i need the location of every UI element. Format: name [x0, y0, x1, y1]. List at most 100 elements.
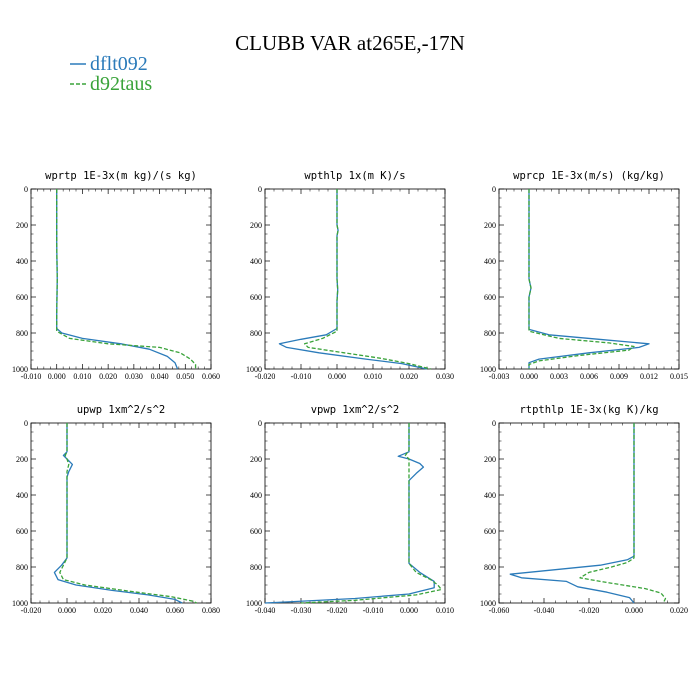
x-tick-label: 0.020 [400, 372, 418, 381]
x-tick-label: 0.080 [202, 606, 220, 615]
x-tick-label: -0.020 [579, 606, 600, 615]
y-tick-label: 600 [16, 527, 28, 536]
legend: dflt092 d92taus [70, 53, 152, 95]
y-tick-label: 200 [484, 455, 496, 464]
x-tick-label: -0.020 [255, 372, 276, 381]
y-tick-label: 800 [484, 563, 496, 572]
x-tick-label: 0.010 [364, 372, 382, 381]
y-tick-label: 600 [16, 293, 28, 302]
series-line-dflt092 [509, 423, 635, 604]
panel-5: vpwp 1xm^2/s^2 -0.040 -0.030 -0.020 -0.010 0.… [246, 404, 454, 615]
y-tick-label: 400 [16, 257, 28, 266]
figure-title: CLUBB VAR at265E,-17N [235, 31, 465, 55]
series-line-dflt092 [53, 423, 183, 604]
series-line-d92taus [579, 423, 667, 604]
panel-1: wprtp 1E-3x(m kg)/(s kg) -0.010 0.000 0.010… [12, 170, 220, 381]
series-line-d92taus [528, 189, 635, 369]
x-tick-label: 0.020 [94, 606, 112, 615]
x-tick-label: -0.003 [489, 372, 510, 381]
x-tick-label: -0.030 [291, 606, 312, 615]
x-tick-label: -0.060 [489, 606, 510, 615]
legend-label-d92taus: d92taus [90, 73, 152, 95]
y-tick-label: 0 [492, 419, 496, 428]
y-tick-label: 600 [250, 527, 262, 536]
series-line-d92taus [56, 189, 197, 369]
panel-3: wprcp 1E-3x(m/s) (kg/kg) -0.003 0.000 0.003… [480, 170, 688, 381]
y-tick-label: 1000 [12, 599, 28, 608]
x-tick-label: 0.003 [550, 372, 568, 381]
x-tick-label: 0.000 [625, 606, 643, 615]
series-line-d92taus [59, 423, 197, 604]
x-tick-label: -0.010 [21, 372, 42, 381]
y-tick-label: 400 [484, 257, 496, 266]
series-line-d92taus [300, 423, 443, 604]
y-tick-label: 600 [250, 293, 262, 302]
y-tick-label: 0 [24, 419, 28, 428]
y-tick-label: 200 [484, 221, 496, 230]
y-tick-label: 0 [258, 185, 262, 194]
panel-6: rtpthlp 1E-3x(kg K)/kg -0.060 -0.040 -0.020… [480, 404, 688, 615]
y-tick-label: 600 [484, 527, 496, 536]
x-tick-label: 0.010 [73, 372, 91, 381]
x-tick-label: 0.009 [610, 372, 628, 381]
x-tick-label: 0.015 [670, 372, 688, 381]
x-tick-label: 0.050 [176, 372, 194, 381]
x-tick-label: 0.020 [99, 372, 117, 381]
panel-4: upwp 1xm^2/s^2 -0.020 0.000 0.020 0.040 0.060… [12, 404, 220, 615]
x-tick-label: -0.020 [21, 606, 42, 615]
y-tick-label: 1000 [246, 599, 262, 608]
y-tick-label: 200 [250, 221, 262, 230]
series-line-dflt092 [264, 423, 435, 604]
x-tick-label: 0.020 [670, 606, 688, 615]
x-tick-label: 0.006 [580, 372, 598, 381]
y-tick-label: 1000 [12, 365, 28, 374]
y-tick-label: 400 [250, 257, 262, 266]
x-tick-label: -0.040 [255, 606, 276, 615]
legend-label-dflt092: dflt092 [90, 53, 148, 75]
x-tick-label: 0.040 [130, 606, 148, 615]
x-tick-label: 0.000 [400, 606, 418, 615]
x-tick-label: 0.060 [166, 606, 184, 615]
x-tick-label: 0.000 [520, 372, 538, 381]
y-tick-label: 800 [250, 563, 262, 572]
x-tick-label: 0.030 [125, 372, 143, 381]
panel-title: wprcp 1E-3x(m/s) (kg/kg) [513, 170, 665, 182]
y-tick-label: 800 [16, 329, 28, 338]
y-tick-label: 800 [16, 563, 28, 572]
y-tick-label: 600 [484, 293, 496, 302]
panel-title: wpthlp 1x(m K)/s [304, 170, 405, 182]
x-tick-label: 0.060 [202, 372, 220, 381]
x-tick-label: 0.000 [58, 606, 76, 615]
x-tick-label: -0.040 [534, 606, 555, 615]
series-line-d92taus [303, 189, 431, 370]
y-tick-label: 0 [492, 185, 496, 194]
y-tick-label: 800 [250, 329, 262, 338]
panel-title: rtpthlp 1E-3x(kg K)/kg [519, 404, 658, 416]
y-tick-label: 400 [250, 491, 262, 500]
x-tick-label: 0.012 [640, 372, 658, 381]
x-tick-label: -0.010 [363, 606, 384, 615]
panel-2: wpthlp 1x(m K)/s -0.020 -0.010 0.000 0.010 0.… [246, 170, 454, 381]
y-tick-label: 200 [16, 455, 28, 464]
y-tick-label: 400 [16, 491, 28, 500]
y-tick-label: 1000 [480, 599, 496, 608]
x-tick-label: -0.020 [327, 606, 348, 615]
x-tick-label: 0.040 [151, 372, 169, 381]
y-tick-label: 0 [24, 185, 28, 194]
x-tick-label: 0.000 [328, 372, 346, 381]
y-tick-label: 0 [258, 419, 262, 428]
panel-title: wprtp 1E-3x(m kg)/(s kg) [45, 170, 197, 182]
x-tick-label: 0.010 [436, 606, 454, 615]
y-tick-label: 800 [484, 329, 496, 338]
x-tick-label: -0.010 [291, 372, 312, 381]
panel-title: upwp 1xm^2/s^2 [77, 404, 166, 416]
y-tick-label: 400 [484, 491, 496, 500]
y-tick-label: 200 [16, 221, 28, 230]
y-tick-label: 200 [250, 455, 262, 464]
y-tick-label: 1000 [246, 365, 262, 374]
y-tick-label: 1000 [480, 365, 496, 374]
panel-title: vpwp 1xm^2/s^2 [311, 404, 400, 416]
x-tick-label: 0.000 [48, 372, 66, 381]
x-tick-label: 0.030 [436, 372, 454, 381]
